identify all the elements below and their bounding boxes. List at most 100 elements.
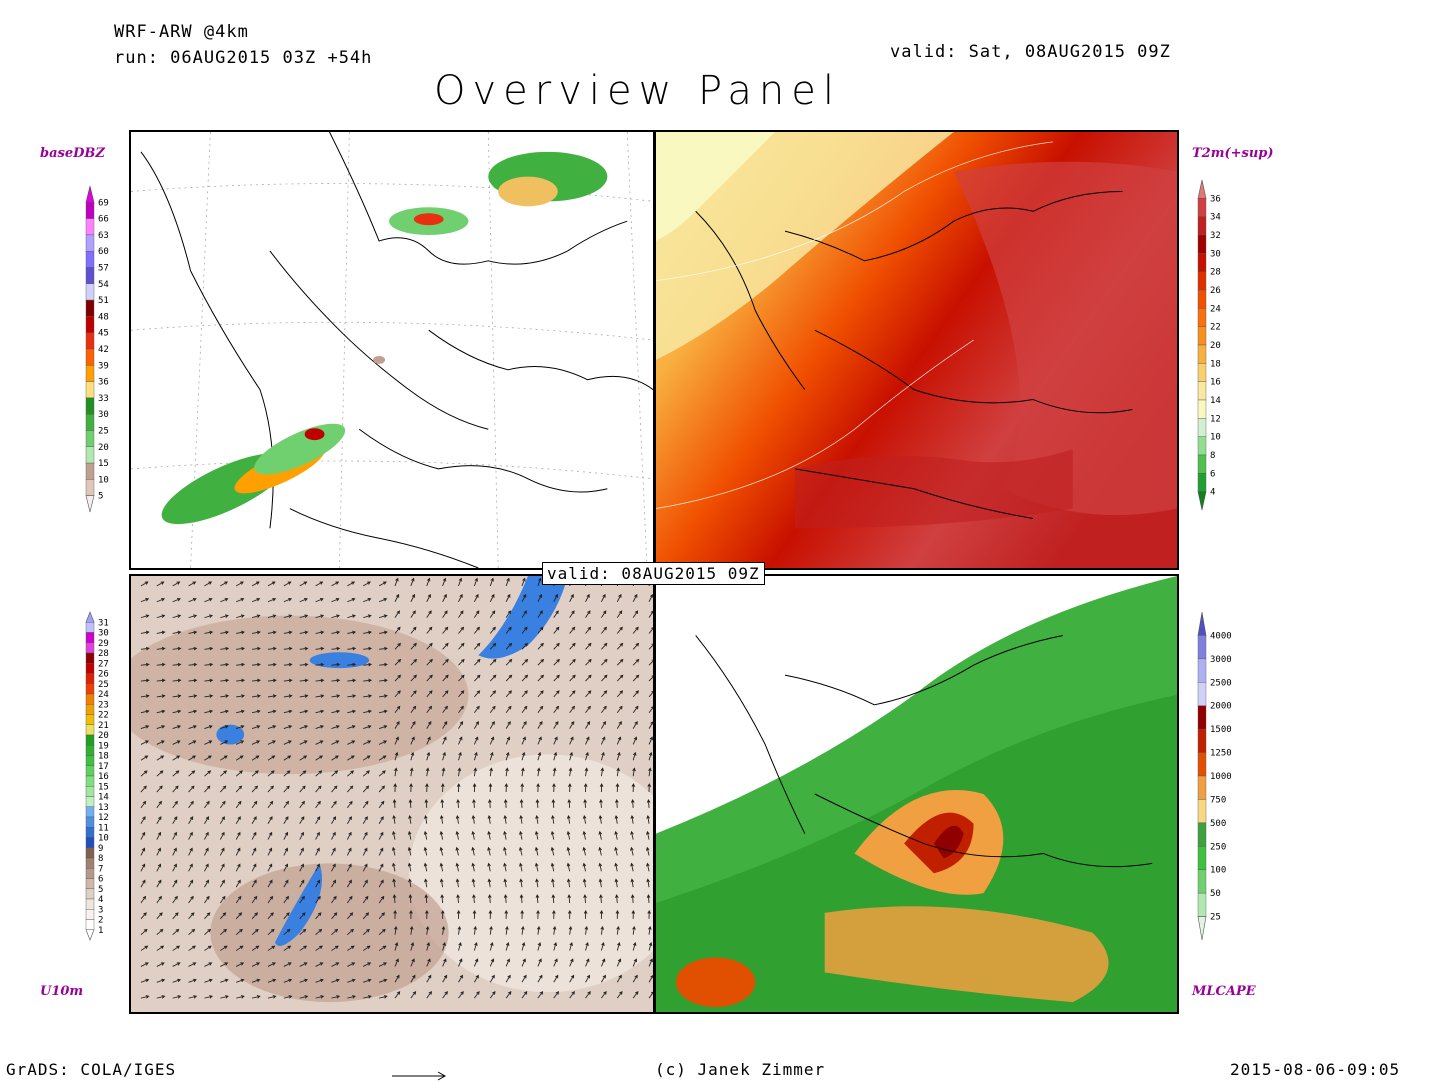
wind-arrow <box>172 662 182 667</box>
wind-arrow <box>204 614 213 619</box>
wind-arrow <box>378 847 384 856</box>
u10-tick-label: 16 <box>98 772 109 782</box>
wind-arrow <box>632 593 638 602</box>
u10-tick-label: 24 <box>98 690 109 700</box>
wind-arrow <box>347 945 355 951</box>
colorbar-u10m: 31 30 29 28 27 26 25 24 23 22 21 20 19 18 17 16 15 14 13 12… <box>84 604 144 948</box>
u10-swatch <box>85 919 95 930</box>
wind-arrow <box>632 626 639 634</box>
wind-arrow <box>315 740 324 745</box>
u10-swatch <box>85 888 95 900</box>
wind-arrow <box>426 690 433 698</box>
wind-arrow <box>439 878 444 888</box>
wind-arrow <box>569 674 576 682</box>
wind-arrow <box>315 928 323 936</box>
wind-arrow <box>204 945 212 951</box>
wind-arrow <box>553 990 560 999</box>
wind-arrow <box>188 912 195 920</box>
wind-arrow <box>331 597 340 603</box>
wind-arrow <box>537 721 543 729</box>
wind-arrow <box>472 799 476 808</box>
wind-arrow <box>551 894 556 904</box>
wind-arrow <box>331 630 341 635</box>
wind-arrow <box>204 630 214 635</box>
wind-arrow <box>439 862 444 872</box>
wind-arrow <box>599 894 603 904</box>
wind-arrow <box>553 674 560 682</box>
wind-arrow <box>378 740 388 745</box>
wind-arrow <box>458 577 463 587</box>
wind-arrow <box>140 725 150 730</box>
wind-arrow <box>648 767 652 777</box>
wind-arrow <box>299 895 305 904</box>
wind-arrow <box>601 626 607 634</box>
wind-arrow <box>156 863 162 872</box>
t2m-tick-label: 22 <box>1210 323 1221 333</box>
u10-swatch <box>85 652 95 664</box>
wind-arrow <box>188 581 197 587</box>
wind-arrow <box>204 847 209 856</box>
wind-arrow <box>378 725 388 730</box>
wind-arrow <box>299 755 308 761</box>
wind-arrow <box>442 958 447 967</box>
wind-arrow <box>552 767 557 777</box>
wind-arrow <box>362 770 370 777</box>
wind-arrow <box>440 909 445 919</box>
wind-arrow <box>632 736 638 745</box>
wind-arrow <box>487 862 491 872</box>
wind-arrow <box>535 814 539 824</box>
wind-arrow <box>283 662 293 667</box>
wind-arrow <box>458 958 463 967</box>
wind-arrow <box>442 577 447 587</box>
wind-arrow <box>315 694 325 698</box>
wind-arrow <box>267 740 276 745</box>
wind-arrow <box>283 863 289 872</box>
wind-arrow <box>347 678 357 683</box>
wind-arrow <box>648 721 653 729</box>
wind-arrow <box>583 894 587 904</box>
wind-arrow <box>315 646 325 651</box>
wind-arrow <box>648 627 653 634</box>
wind-arrow <box>267 800 274 809</box>
wind-arrow <box>204 785 211 793</box>
wind-arrow <box>235 879 241 888</box>
wind-arrow <box>235 945 244 951</box>
wind-arrow <box>442 674 449 682</box>
wind-arrow <box>347 694 357 698</box>
dbz-swatch <box>85 413 95 431</box>
wind-arrow <box>630 799 635 808</box>
wind-arrow <box>426 974 432 983</box>
wind-arrow <box>267 995 277 999</box>
u10-tick-label: 14 <box>98 793 109 803</box>
wind-arrow <box>599 799 603 808</box>
map-panel-u10m <box>129 574 655 1014</box>
wind-arrow <box>156 995 166 999</box>
wind-arrow <box>616 705 623 714</box>
wind-arrow <box>521 690 528 698</box>
wind-arrow <box>299 912 306 920</box>
wind-arrow <box>283 581 292 587</box>
wind-arrow <box>567 909 572 919</box>
wind-arrow <box>172 800 178 809</box>
wind-arrow <box>188 630 198 635</box>
wind-arrow <box>267 725 277 730</box>
wind-arrow <box>409 909 413 919</box>
wind-arrow <box>236 678 246 683</box>
wind-arrow <box>518 846 523 856</box>
wind-arrow <box>267 912 274 920</box>
cape-top-arrow <box>1197 611 1207 636</box>
wind-arrow <box>267 962 276 967</box>
dbz-tick-label: 54 <box>98 280 109 290</box>
wind-arrow <box>569 990 575 999</box>
wind-arrow <box>172 755 181 761</box>
wind-arrow <box>347 912 354 920</box>
wind-arrow <box>347 725 356 730</box>
wind-arrow <box>536 783 540 793</box>
wind-arrow <box>188 995 198 999</box>
t2m-tick-label: 30 <box>1210 249 1221 259</box>
u10-swatch <box>85 622 95 633</box>
wind-arrow <box>283 614 293 619</box>
wind-arrow <box>188 646 198 651</box>
wind-arrow <box>426 626 433 634</box>
wind-arrow <box>378 945 387 951</box>
